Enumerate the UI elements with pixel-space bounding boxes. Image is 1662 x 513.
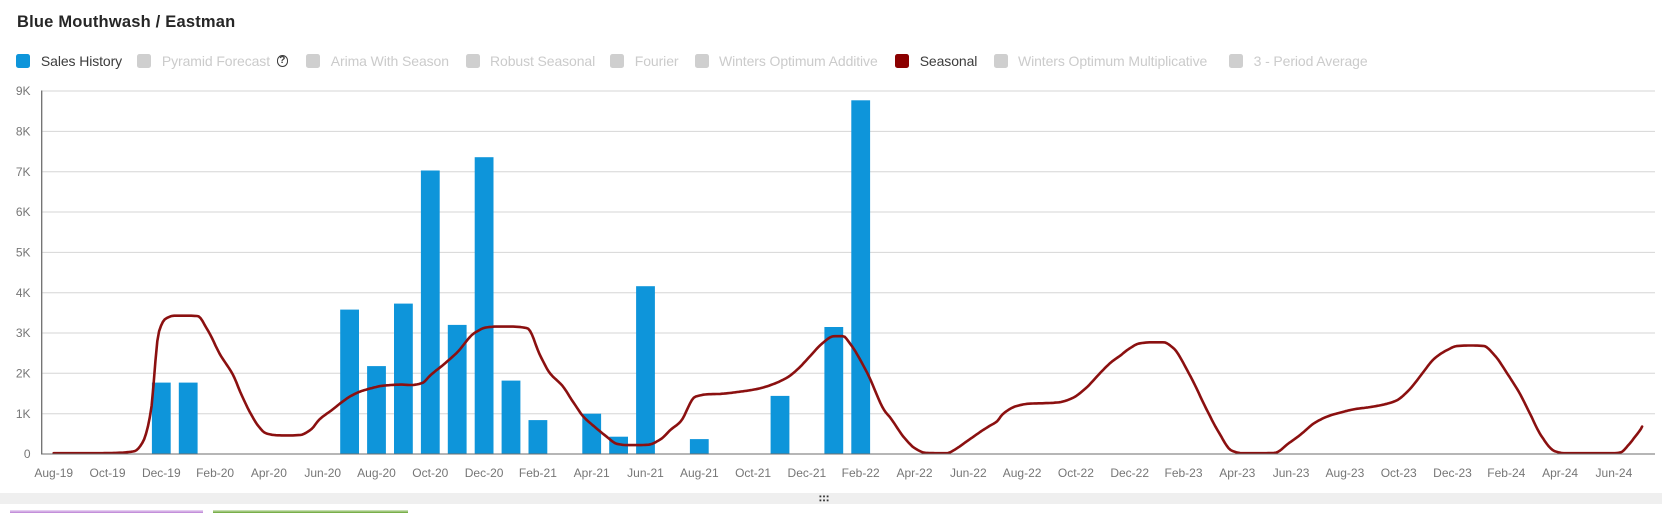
- svg-text:1K: 1K: [16, 407, 31, 421]
- svg-text:Dec-21: Dec-21: [788, 466, 827, 480]
- svg-text:Jun-23: Jun-23: [1273, 466, 1310, 480]
- svg-text:Apr-20: Apr-20: [251, 466, 287, 480]
- svg-text:Dec-20: Dec-20: [465, 466, 504, 480]
- svg-text:Apr-24: Apr-24: [1542, 466, 1578, 480]
- svg-text:Feb-20: Feb-20: [196, 466, 234, 480]
- svg-text:Oct-23: Oct-23: [1381, 466, 1417, 480]
- svg-text:8K: 8K: [16, 125, 31, 139]
- svg-text:Oct-19: Oct-19: [89, 466, 125, 480]
- svg-text:Aug-19: Aug-19: [34, 466, 73, 480]
- svg-text:Oct-21: Oct-21: [735, 466, 771, 480]
- svg-text:Jun-20: Jun-20: [304, 466, 341, 480]
- svg-text:Oct-22: Oct-22: [1058, 466, 1094, 480]
- svg-text:9K: 9K: [16, 84, 31, 98]
- svg-text:4K: 4K: [16, 286, 31, 300]
- svg-text:Aug-21: Aug-21: [680, 466, 719, 480]
- svg-text:Feb-23: Feb-23: [1164, 466, 1202, 480]
- svg-text:Dec-23: Dec-23: [1433, 466, 1472, 480]
- svg-text:Aug-22: Aug-22: [1003, 466, 1042, 480]
- svg-text:5K: 5K: [16, 246, 31, 260]
- svg-text:Dec-19: Dec-19: [142, 466, 181, 480]
- svg-text:Aug-20: Aug-20: [357, 466, 396, 480]
- svg-text:3K: 3K: [16, 326, 31, 340]
- svg-text:Aug-23: Aug-23: [1326, 466, 1365, 480]
- svg-text:Feb-21: Feb-21: [519, 466, 557, 480]
- svg-text:Jun-22: Jun-22: [950, 466, 987, 480]
- svg-text:6K: 6K: [16, 205, 31, 219]
- svg-text:Apr-22: Apr-22: [896, 466, 932, 480]
- svg-text:7K: 7K: [16, 165, 31, 179]
- svg-text:Dec-22: Dec-22: [1110, 466, 1149, 480]
- svg-text:Apr-21: Apr-21: [574, 466, 610, 480]
- svg-text:Oct-20: Oct-20: [412, 466, 448, 480]
- svg-text:Jun-24: Jun-24: [1596, 466, 1633, 480]
- svg-text:0: 0: [24, 447, 31, 461]
- svg-text:Apr-23: Apr-23: [1219, 466, 1255, 480]
- svg-text:Feb-22: Feb-22: [842, 466, 880, 480]
- svg-text:2K: 2K: [16, 367, 31, 381]
- svg-text:Jun-21: Jun-21: [627, 466, 664, 480]
- svg-text:Feb-24: Feb-24: [1487, 466, 1525, 480]
